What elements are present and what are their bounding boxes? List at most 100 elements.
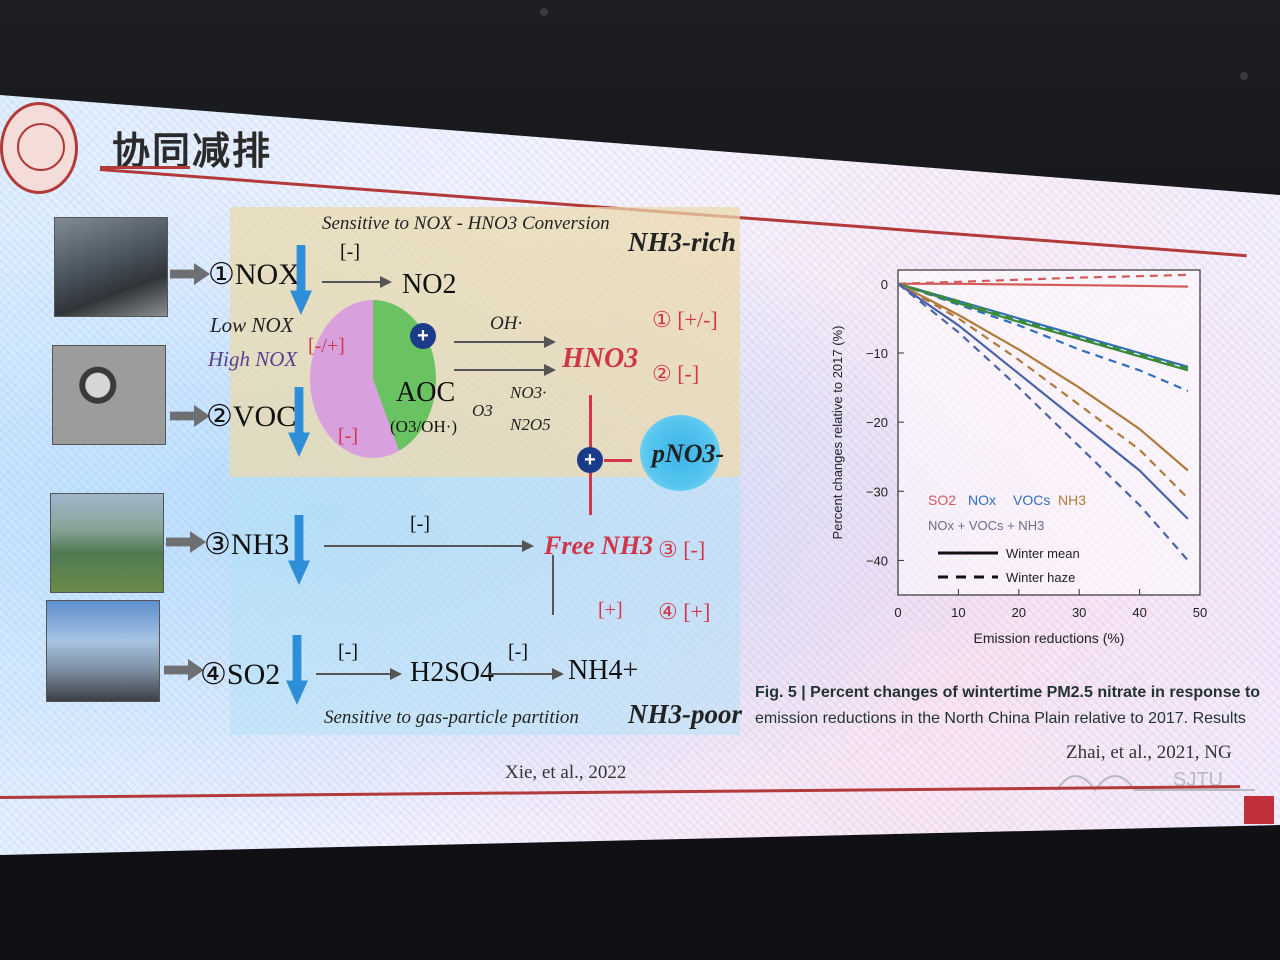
n2o5-label: N2O5 [510, 415, 551, 434]
paint-cans-photo [52, 345, 166, 445]
plus-icon: + [410, 323, 436, 349]
x-tick-label: 20 [1012, 605, 1026, 620]
o3-label: O3 [472, 401, 493, 420]
plus-icon: + [577, 447, 603, 473]
source-so2: ④SO2 [200, 658, 281, 691]
x-tick-label: 40 [1132, 605, 1146, 620]
legend-species: SO2 [928, 492, 956, 508]
chart-axes: 0 10 20 30 40 50 0 −10 −20 −30 −40 Emission reducti… [830, 269, 1207, 646]
sign-nox-no2: [-] [340, 241, 360, 263]
x-tick-label: 0 [894, 605, 901, 620]
emission-reduction-chart: 0 10 20 30 40 50 0 −10 −20 −30 −40 Emission reducti… [830, 269, 1207, 646]
arrowhead-icon [552, 668, 564, 680]
series-line [897, 282, 1189, 562]
sign-pie-top: [-/+] [308, 335, 345, 357]
x-axis-label: Emission reductions (%) [974, 630, 1125, 646]
y-tick-label: −20 [866, 415, 888, 430]
footer-sensitive-label: Sensitive to gas-particle partition [324, 707, 579, 728]
effect-so2: ④ [+] [658, 599, 711, 624]
arrow-nox-no2 [322, 281, 382, 283]
diagram-citation: Xie, et al., 2022 [505, 762, 627, 783]
low-nox-label: Low NOX [210, 313, 294, 337]
chart-legend: SO2 NOx VOCs NH3 NOx + VOCs + NH3 Winter mean… [928, 492, 1086, 585]
sign-pie-bottom: [-] [338, 425, 358, 447]
arrow-oh-hno3 [454, 341, 546, 343]
legend-species: NH3 [1058, 492, 1086, 508]
series-line [897, 282, 1189, 393]
sign-nh4-up: [+] [598, 599, 623, 621]
arrow-to-pno3 [604, 459, 632, 462]
arrowhead-icon [522, 540, 534, 552]
legend-species: NOx [968, 492, 996, 508]
vehicle-exhaust-photo [54, 217, 168, 317]
slide-corner-mark [1244, 796, 1274, 824]
arrowhead-icon [544, 336, 556, 348]
university-logo [0, 102, 78, 194]
hno3-label: HNO3 [562, 343, 639, 374]
x-tick-label: 30 [1072, 605, 1086, 620]
y-axis-label: Percent changes relative to 2017 (%) [830, 326, 845, 540]
nh3-rich-label: NH3-rich [628, 227, 736, 257]
nh3-poor-panel [230, 477, 740, 735]
legend-winter-haze: Winter haze [1006, 570, 1075, 585]
effect-voc: ② [-] [652, 361, 700, 386]
y-tick-label: −10 [866, 346, 888, 361]
figure-caption: Fig. 5 | Percent changes of wintertime P… [755, 680, 1275, 732]
aoc-sub-label: (O3/OH·) [390, 417, 458, 436]
logo-emblem [17, 123, 65, 171]
h2so4-label: H2SO4 [410, 657, 495, 688]
arrowhead-icon [380, 276, 392, 288]
chart-citation: Zhai, et al., 2021, NG [1066, 742, 1232, 763]
nh4-label: NH4+ [568, 655, 639, 686]
legend-species: VOCs [1013, 492, 1050, 508]
sign-so2: [-] [338, 641, 358, 663]
arrow-right-icon [164, 659, 204, 681]
y-tick-label: −30 [866, 484, 888, 499]
arrow-so2-h2so4 [316, 673, 392, 675]
no2-label: NO2 [402, 269, 457, 300]
aoc-label: AOC [396, 377, 456, 408]
arrow-nh3-free [324, 545, 524, 547]
arrow-nh4-up [552, 555, 554, 615]
x-tick-label: 50 [1193, 605, 1207, 620]
plot-frame [897, 269, 1201, 596]
arrow-h2so4-nh4 [488, 673, 554, 675]
ceiling-light [540, 8, 548, 16]
slide-title: 协同减排 [112, 129, 273, 173]
series-line [897, 282, 1189, 472]
no3-label: NO3· [510, 383, 547, 402]
sign-h2so4: [-] [508, 641, 528, 663]
caption-line-1: Fig. 5 | Percent changes of wintertime P… [755, 684, 1261, 701]
farm-field-photo [50, 493, 164, 593]
source-nox: ①NOX [208, 258, 300, 291]
source-nh3: ③NH3 [204, 528, 290, 561]
pno3-label: pNO3- [652, 439, 725, 468]
oh-label: OH· [490, 313, 523, 334]
series-line [897, 282, 1189, 499]
sign-nh3: [-] [410, 513, 430, 535]
effect-nh3: ③ [-] [658, 537, 706, 562]
series-line [898, 282, 1188, 288]
caption-line-2: emission reductions in the North China P… [755, 710, 1246, 727]
free-nh3-label: Free NH3 [544, 531, 654, 560]
y-tick-label: −40 [866, 553, 888, 568]
ceiling-light [1240, 72, 1248, 80]
title-underline [100, 166, 190, 169]
series-line [897, 282, 1189, 520]
x-tick-label: 10 [951, 605, 965, 620]
arrowhead-icon [544, 364, 556, 376]
industrial-chimney-photo [46, 600, 160, 702]
arrow-right-icon [170, 263, 210, 285]
nh3-poor-label: NH3-poor [628, 699, 742, 729]
pno3-particle [640, 415, 720, 491]
legend-winter-mean: Winter mean [1006, 546, 1080, 561]
mechanism-diagram: ①NOX ②VOC ③NH3 ④SO2 Sensitive to NOX - H… [32, 195, 742, 745]
source-voc: ②VOC [206, 400, 297, 433]
arrow-right-icon [166, 531, 206, 553]
header-sensitive-label: Sensitive to NOX - HNO3 Conversion [322, 213, 610, 234]
y-tick-label: 0 [881, 277, 888, 292]
series-line [897, 282, 1189, 372]
series-line [897, 282, 1189, 370]
high-nox-label: High NOX [208, 347, 298, 371]
effect-nox: ① [+/-] [652, 307, 718, 332]
